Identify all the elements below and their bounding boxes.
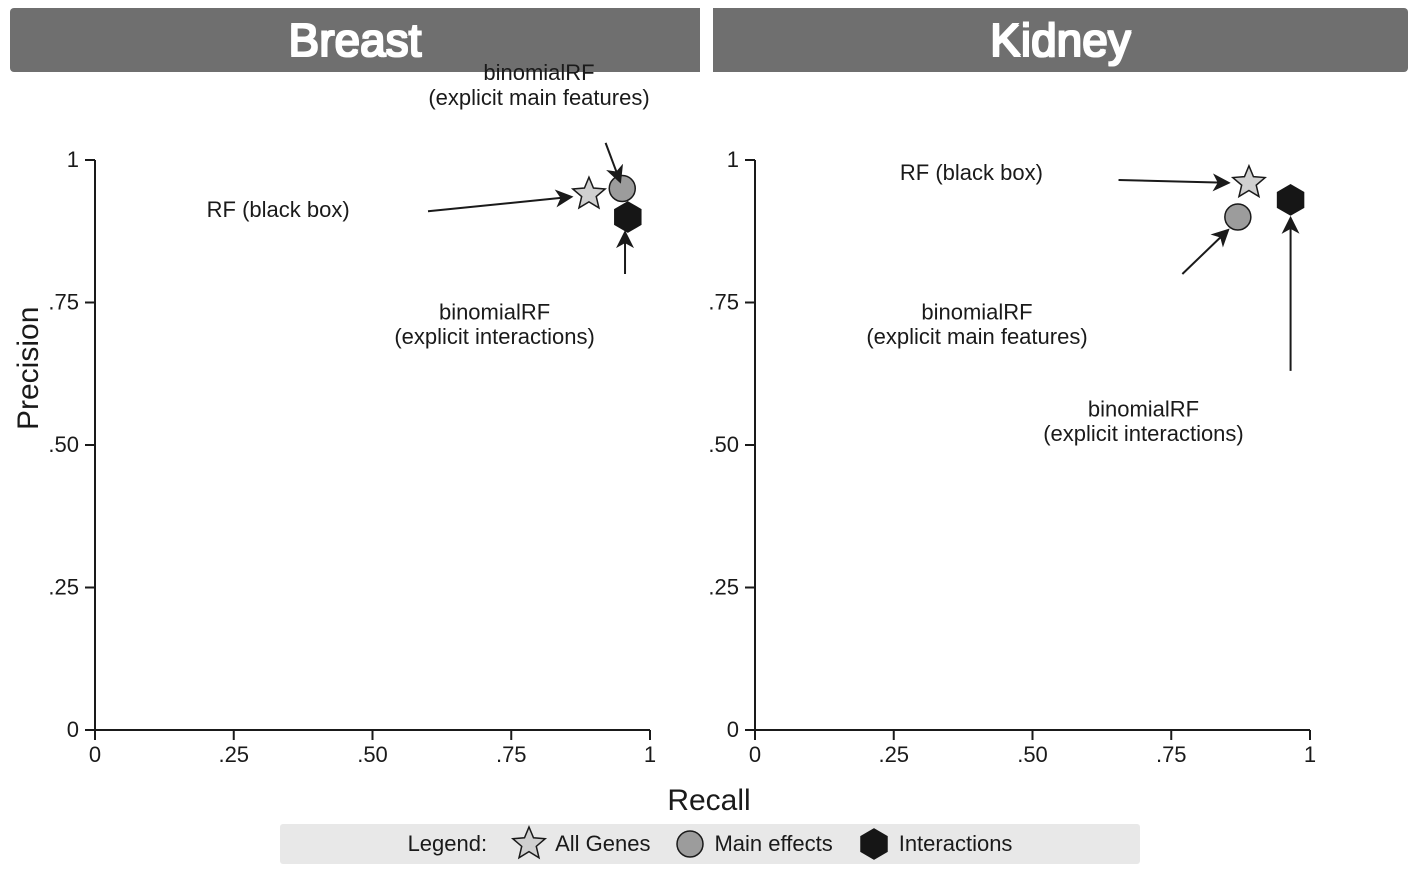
title-bar-breast: Breast: [10, 8, 700, 72]
legend-item-interactions: Interactions: [859, 829, 1013, 859]
title-breast: Breast: [289, 13, 422, 67]
panel-breast: Breast Precision: [0, 0, 709, 800]
legend-item-allgenes: All Genes: [513, 828, 650, 860]
title-bar-kidney: Kidney: [713, 8, 1408, 72]
title-kidney: Kidney: [990, 13, 1131, 67]
star-icon: [513, 828, 545, 860]
legend-text-allgenes: All Genes: [555, 831, 650, 857]
legend-text-interactions: Interactions: [899, 831, 1013, 857]
panel-kidney: Kidney: [709, 0, 1418, 800]
legend-item-maineffects: Main effects: [676, 830, 832, 858]
legend: Legend: All Genes Main effects Interacti…: [280, 824, 1140, 864]
hexagon-icon: [859, 829, 889, 859]
legend-title: Legend:: [408, 831, 488, 857]
ylabel: Precision: [12, 307, 46, 430]
panel-container: Breast Precision Kidney: [0, 0, 1418, 800]
circle-icon: [676, 830, 704, 858]
legend-text-maineffects: Main effects: [714, 831, 832, 857]
